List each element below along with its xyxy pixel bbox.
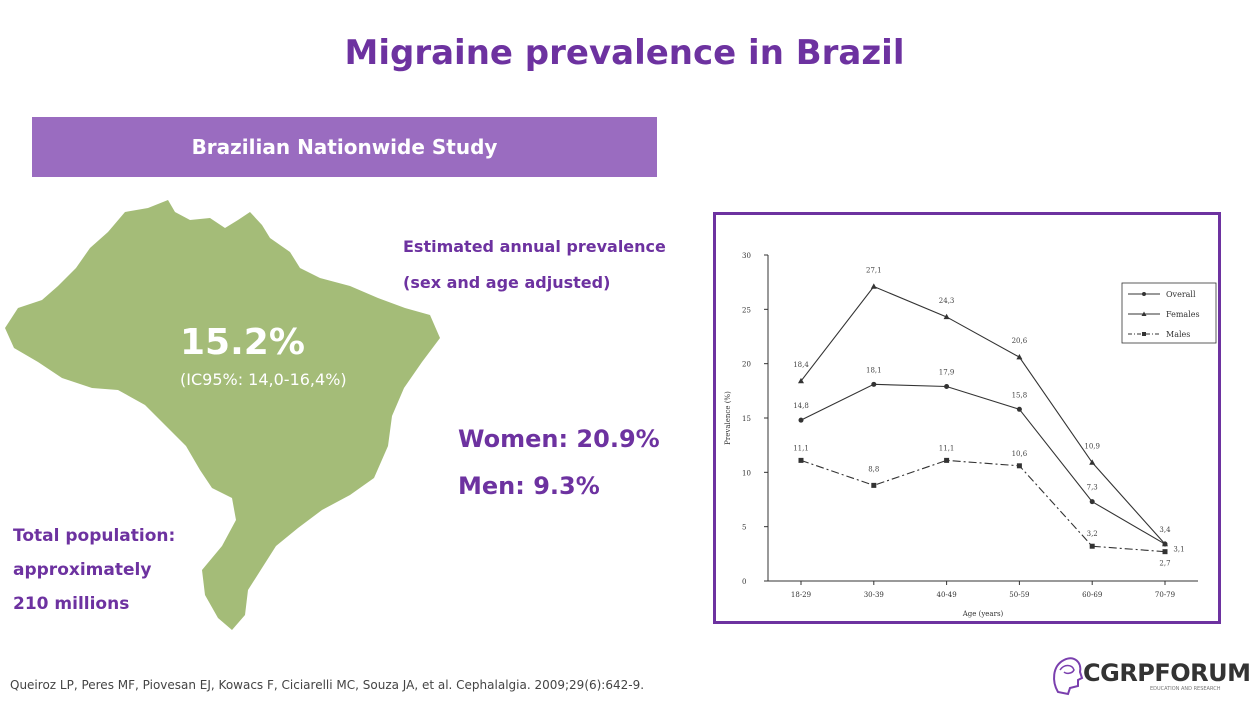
y-tick-label: 30	[742, 252, 751, 260]
brain-swirl-icon	[1059, 664, 1075, 675]
chart-frame: 0 5 10 15 20 25 30 18-29 30-39 40-49 50-59 60-69 70-…	[713, 212, 1221, 624]
data-point	[798, 377, 804, 384]
data-point	[943, 313, 950, 320]
legend-label: Males	[1166, 330, 1190, 339]
data-point	[1016, 353, 1023, 360]
logo-subtext: EDUCATION AND RESEARCH	[1150, 686, 1221, 692]
logo-text: CGRPFORUM	[1083, 659, 1249, 687]
y-tick-label: 10	[742, 469, 751, 477]
estimate-description: Estimated annual prevalence (sex and age…	[403, 229, 703, 301]
data-point	[1162, 540, 1168, 547]
data-label: 24,3	[939, 297, 955, 305]
data-label: 11,1	[793, 444, 809, 452]
citation: Queiroz LP, Peres MF, Piovesan EJ, Kowac…	[10, 678, 645, 692]
head-profile-icon	[1053, 657, 1084, 696]
data-label: 3,4	[1159, 526, 1171, 534]
study-banner: Brazilian Nationwide Study	[32, 117, 657, 177]
x-tick-label: 40-49	[937, 591, 957, 599]
data-point	[944, 457, 950, 463]
data-label: 3,2	[1087, 530, 1098, 538]
slide-title: Migraine prevalence in Brazil	[344, 33, 905, 73]
x-tick-label: 18-29	[791, 591, 811, 599]
data-point	[1016, 406, 1022, 412]
data-point	[871, 482, 877, 488]
x-tick-label: 30-39	[864, 591, 884, 599]
y-axis-title: Prevalence (%)	[724, 391, 732, 445]
estimate-line-2: (sex and age adjusted)	[403, 273, 611, 292]
data-point	[944, 383, 950, 389]
data-point	[1162, 549, 1168, 555]
legend-label: Females	[1166, 310, 1200, 319]
confidence-interval: (IC95%: 14,0-16,4%)	[180, 370, 347, 389]
brazil-map-icon	[5, 200, 440, 630]
women-prevalence: Women: 20.9%	[458, 425, 660, 453]
data-label: 7,3	[1087, 484, 1098, 492]
brazil-map-shape	[5, 200, 440, 630]
men-prevalence: Men: 9.3%	[458, 472, 600, 500]
prevalence-chart: 0 5 10 15 20 25 30 18-29 30-39 40-49 50-59 60-69 70-…	[724, 252, 1217, 618]
legend-marker	[1142, 332, 1146, 336]
study-banner-label: Brazilian Nationwide Study	[191, 135, 498, 159]
data-label: 8,8	[868, 465, 879, 473]
legend-box	[1121, 282, 1217, 344]
data-label: 2,7	[1159, 560, 1170, 568]
x-tick-label: 60-69	[1082, 591, 1102, 599]
data-label: 10,6	[1012, 450, 1028, 458]
y-tick-label: 0	[742, 578, 746, 586]
x-tick-label: 50-59	[1009, 591, 1029, 599]
estimate-line-1: Estimated annual prevalence	[403, 237, 666, 256]
x-axis-title: Age (years)	[962, 610, 1004, 618]
data-label: 27,1	[866, 267, 882, 275]
y-tick-label: 5	[742, 524, 746, 532]
data-label: 11,1	[939, 444, 955, 452]
data-point	[871, 381, 877, 387]
y-tick-label: 15	[742, 415, 751, 423]
y-tick-label: 25	[742, 306, 751, 314]
data-point	[1016, 463, 1022, 469]
data-point	[1089, 543, 1095, 549]
prevalence-headline: 15.2%	[180, 322, 305, 363]
data-point	[1089, 459, 1096, 465]
data-label: 3,1	[1173, 545, 1184, 553]
population-note: Total population: approximately 210 mill…	[13, 519, 243, 621]
data-point	[798, 457, 804, 463]
series-line-males	[800, 459, 1166, 553]
population-line-3: 210 millions	[13, 594, 130, 614]
data-label: 18,1	[866, 366, 882, 374]
x-tick-label: 70-79	[1155, 591, 1175, 599]
data-label: 14,8	[793, 402, 809, 410]
data-label: 18,4	[793, 361, 809, 369]
legend-label: Overall	[1166, 290, 1196, 299]
data-label: 20,6	[1012, 337, 1028, 345]
legend-marker	[1142, 292, 1146, 296]
y-tick-label: 20	[742, 361, 751, 369]
legend-marker	[1141, 311, 1147, 316]
cgrp-forum-logo	[1053, 657, 1084, 696]
data-point	[870, 283, 877, 289]
data-point	[798, 417, 804, 423]
population-line-1: Total population:	[13, 526, 176, 546]
data-label: 15,8	[1012, 391, 1028, 399]
data-label: 10,9	[1084, 443, 1100, 451]
data-label: 17,9	[939, 368, 955, 376]
data-point	[1089, 499, 1095, 505]
series-line-females	[800, 285, 1166, 545]
series-line-overall	[800, 383, 1166, 545]
population-line-2: approximately	[13, 560, 152, 580]
